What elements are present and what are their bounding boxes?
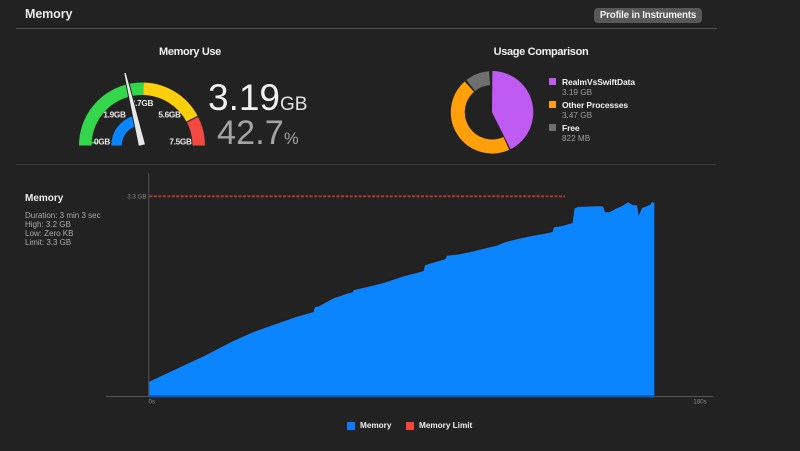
svg-text:0s: 0s bbox=[149, 399, 156, 406]
svg-text:5.6GB: 5.6GB bbox=[158, 111, 181, 120]
svg-text:180s: 180s bbox=[693, 399, 706, 406]
svg-text:0GB: 0GB bbox=[94, 138, 110, 147]
svg-text:1.9GB: 1.9GB bbox=[103, 111, 126, 120]
svg-text:3.3 GB: 3.3 GB bbox=[127, 194, 146, 201]
svg-text:7.5GB: 7.5GB bbox=[169, 138, 192, 147]
svg-text:3.7GB: 3.7GB bbox=[131, 99, 154, 108]
